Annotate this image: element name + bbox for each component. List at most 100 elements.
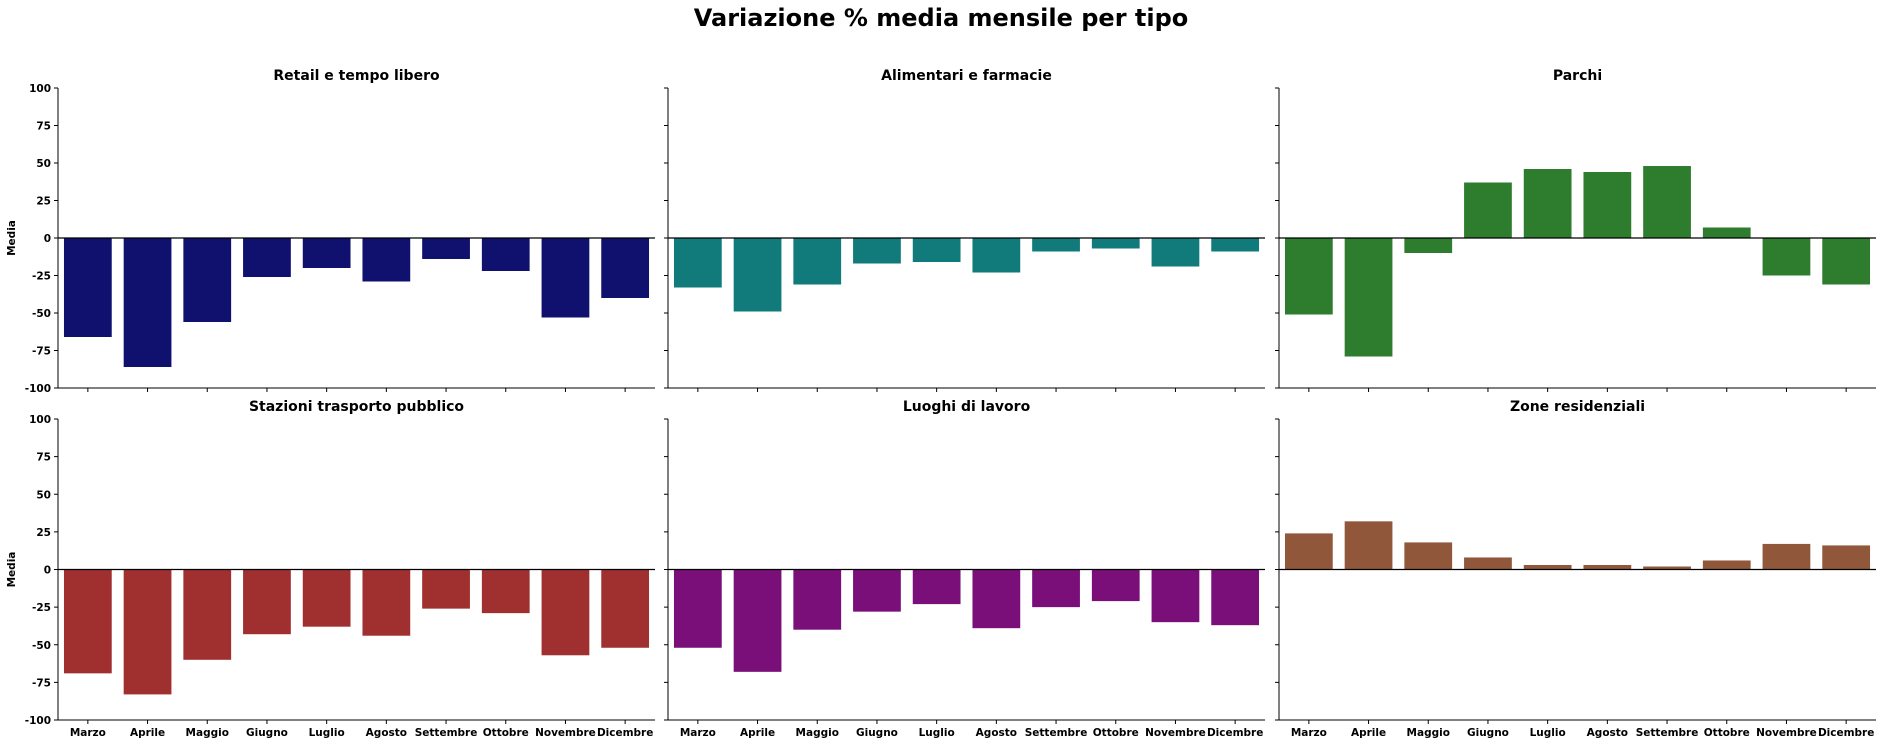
x-tick-label: Luglio xyxy=(1530,727,1566,739)
bar-novembre xyxy=(541,569,590,656)
x-tick-label: Novembre xyxy=(1756,727,1817,739)
bar-luglio xyxy=(1523,564,1572,570)
x-tick-label: Dicembre xyxy=(1207,727,1263,739)
x-tick-label: Aprile xyxy=(740,727,775,739)
bar-settembre xyxy=(1032,569,1080,608)
bar-novembre xyxy=(541,238,590,318)
panel-title: Parchi xyxy=(1553,68,1602,84)
bar-settembre xyxy=(422,238,470,259)
y-tick-label: 0 xyxy=(44,565,51,577)
x-tick-label: Agosto xyxy=(366,727,407,739)
panel-2: Alimentari e farmacie xyxy=(664,68,1265,392)
x-tick-label: Aprile xyxy=(130,727,165,739)
panels: Retail e tempo libero -100 -75 -50 -25 0 25 50 7… xyxy=(6,68,1876,739)
x-tick-label: Ottobre xyxy=(483,727,529,739)
bar-luglio xyxy=(302,238,351,268)
bar-giugno xyxy=(1464,182,1512,238)
y-tick-label: -50 xyxy=(32,640,51,652)
chart-title: Variazione % media mensile per tipo xyxy=(694,4,1189,32)
bar-ottobre xyxy=(1091,238,1140,249)
x-tick-label: Agosto xyxy=(976,727,1017,739)
bar-marzo xyxy=(1284,533,1333,570)
y-tick-label: -100 xyxy=(25,383,51,395)
y-tick-label: 25 xyxy=(36,196,51,208)
bar-marzo xyxy=(673,238,722,288)
bar-giugno xyxy=(1464,557,1512,570)
bar-agosto xyxy=(972,569,1021,629)
bar-giugno xyxy=(243,238,291,277)
bar-agosto xyxy=(362,238,411,282)
y-tick-label: 25 xyxy=(36,527,51,539)
panel-title: Luoghi di lavoro xyxy=(903,399,1031,415)
x-tick-label: Giugno xyxy=(856,727,898,739)
x-tick-label: Maggio xyxy=(1407,727,1450,739)
y-axis-label: Media xyxy=(6,220,18,256)
bar-dicembre xyxy=(601,569,650,648)
bar-dicembre xyxy=(1211,569,1260,626)
bar-agosto xyxy=(1583,172,1632,238)
bar-dicembre xyxy=(1211,238,1260,252)
bar-aprile xyxy=(733,569,782,672)
bar-novembre xyxy=(1762,238,1811,276)
y-tick-label: -25 xyxy=(32,271,51,283)
x-tick-label: Aprile xyxy=(1351,727,1386,739)
y-tick-label: 100 xyxy=(29,414,51,426)
bar-maggio xyxy=(183,569,232,660)
bar-settembre xyxy=(1643,166,1691,238)
bar-ottobre xyxy=(1702,227,1751,238)
bar-giugno xyxy=(853,238,901,264)
bar-ottobre xyxy=(1702,560,1751,570)
bar-settembre xyxy=(1032,238,1080,252)
bar-dicembre xyxy=(1822,545,1871,570)
y-tick-label: 50 xyxy=(36,489,51,501)
panel-3: Parchi xyxy=(1275,68,1876,392)
bar-maggio xyxy=(793,569,842,630)
bar-novembre xyxy=(1762,543,1811,570)
x-tick-label: Dicembre xyxy=(597,727,653,739)
panel-5: Luoghi di lavoro Marzo Aprile Maggio Giugno L… xyxy=(664,399,1265,739)
x-tick-label: Luglio xyxy=(309,727,345,739)
bar-ottobre xyxy=(1091,569,1140,602)
bar-maggio xyxy=(183,238,232,322)
bar-luglio xyxy=(912,238,961,262)
x-tick-label: Dicembre xyxy=(1818,727,1874,739)
bar-dicembre xyxy=(601,238,650,298)
x-tick-label: Maggio xyxy=(186,727,229,739)
bar-aprile xyxy=(733,238,782,312)
y-tick-label: -25 xyxy=(32,602,51,614)
panel-title: Stazioni trasporto pubblico xyxy=(249,399,464,415)
x-tick-label: Ottobre xyxy=(1704,727,1750,739)
bar-maggio xyxy=(793,238,842,285)
bar-novembre xyxy=(1151,238,1200,267)
bar-luglio xyxy=(912,569,961,605)
x-tick-label: Novembre xyxy=(535,727,596,739)
y-tick-label: 50 xyxy=(36,158,51,170)
x-tick-label: Ottobre xyxy=(1093,727,1139,739)
bar-settembre xyxy=(1643,566,1691,570)
bar-luglio xyxy=(1523,169,1572,238)
bar-marzo xyxy=(63,569,112,674)
bar-aprile xyxy=(123,238,172,367)
y-tick-label: -75 xyxy=(32,677,51,689)
y-tick-label: -75 xyxy=(32,346,51,358)
panel-6: Zone residenziali Marzo Aprile Maggio Giugno… xyxy=(1275,399,1876,739)
bar-aprile xyxy=(1344,238,1393,357)
panel-title: Zone residenziali xyxy=(1510,399,1645,415)
panel-1: Retail e tempo libero -100 -75 -50 -25 0 25 50 7… xyxy=(6,68,655,395)
bar-dicembre xyxy=(1822,238,1871,285)
bar-aprile xyxy=(1344,521,1393,570)
x-tick-label: Agosto xyxy=(1587,727,1628,739)
bar-aprile xyxy=(123,569,172,695)
x-tick-label: Luglio xyxy=(919,727,955,739)
x-tick-label: Giugno xyxy=(1467,727,1509,739)
bar-agosto xyxy=(1583,564,1632,570)
bar-agosto xyxy=(362,569,411,636)
x-tick-label: Marzo xyxy=(1291,727,1327,739)
bar-maggio xyxy=(1404,238,1453,253)
x-tick-label: Marzo xyxy=(680,727,716,739)
panel-title: Alimentari e farmacie xyxy=(881,68,1052,84)
bar-giugno xyxy=(853,569,901,612)
bar-luglio xyxy=(302,569,351,627)
panel-title: Retail e tempo libero xyxy=(273,68,440,84)
